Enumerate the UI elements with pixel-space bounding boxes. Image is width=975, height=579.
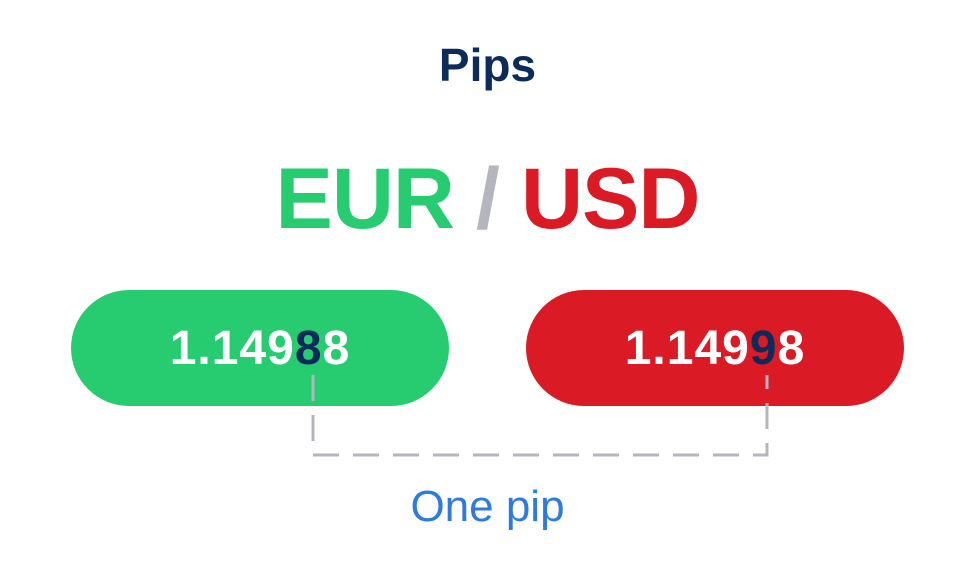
page-title: Pips bbox=[438, 39, 537, 91]
bid-price-pill: 1.149 8 8 bbox=[71, 290, 449, 406]
bid-price-prefix: 1.149 bbox=[169, 321, 295, 375]
currency-pair: EUR / USD bbox=[0, 150, 975, 249]
ask-price-prefix: 1.149 bbox=[624, 321, 750, 375]
ask-pip-digit: 9 bbox=[749, 321, 778, 375]
dashed-connector-line bbox=[311, 375, 769, 457]
pair-separator: / bbox=[476, 151, 500, 247]
bid-price-suffix: 8 bbox=[322, 321, 351, 375]
ask-price-suffix: 8 bbox=[777, 321, 806, 375]
bid-pip-digit: 8 bbox=[294, 321, 323, 375]
ask-price-pill: 1.149 9 8 bbox=[526, 290, 904, 406]
one-pip-label: One pip bbox=[410, 482, 565, 531]
quote-currency: USD bbox=[520, 151, 701, 247]
base-currency: EUR bbox=[275, 151, 455, 247]
